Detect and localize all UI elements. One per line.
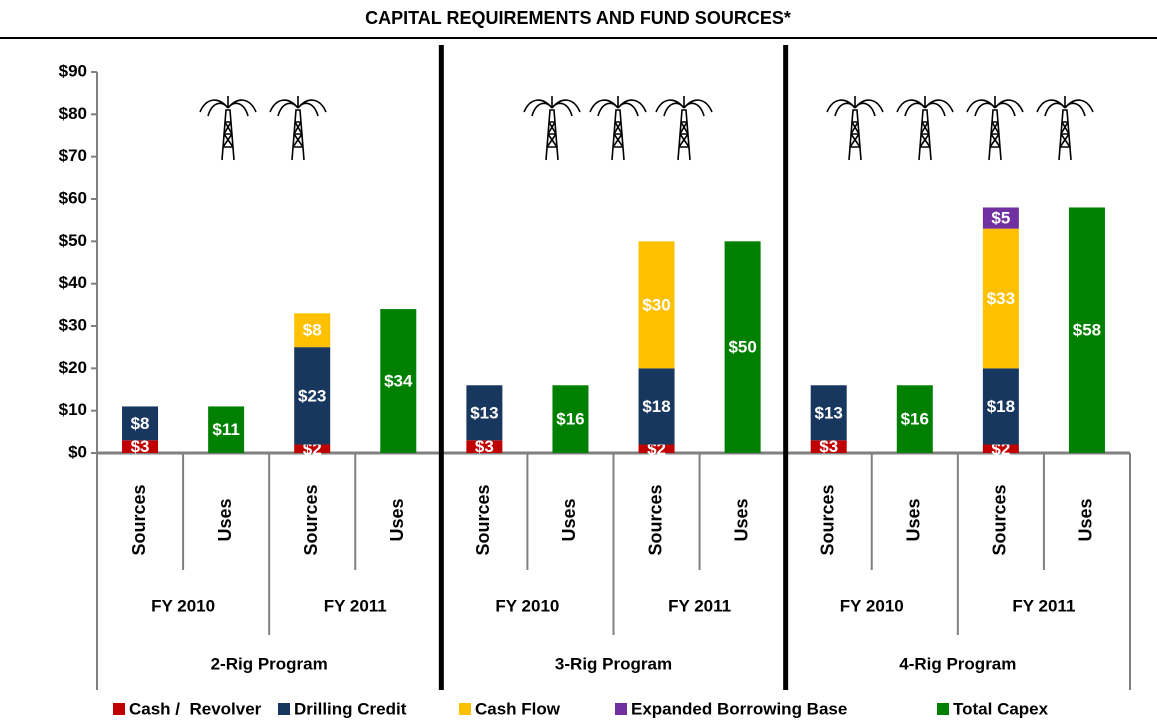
year-label: FY 2010: [151, 596, 215, 615]
bar-segment: [122, 406, 159, 441]
bar-segment: [294, 444, 331, 453]
year-label: FY 2011: [668, 596, 731, 615]
bar-segment: [810, 440, 847, 453]
x-tick-label: Uses: [215, 498, 235, 541]
x-tick-label: Uses: [904, 498, 924, 541]
y-tick-label: $70: [59, 146, 87, 165]
rig-icons: [199, 95, 1094, 161]
legend-swatch: [278, 703, 290, 715]
data-label: $5: [991, 209, 1010, 228]
x-tick-label: Sources: [129, 484, 149, 555]
bar-segment: [294, 347, 331, 445]
data-label: $30: [642, 295, 670, 314]
legend-label: Total Capex: [953, 699, 1049, 718]
data-label: $34: [384, 372, 413, 391]
data-label: $8: [303, 321, 322, 340]
program-label: 2-Rig Program: [211, 654, 328, 673]
y-tick-label: $40: [59, 273, 87, 292]
program-label: 3-Rig Program: [555, 654, 672, 673]
chart-title: CAPITAL REQUIREMENTS AND FUND SOURCES*: [365, 8, 791, 28]
x-tick-label: Uses: [1076, 498, 1096, 541]
bar-segment: [1068, 207, 1105, 453]
bar-segment: [466, 440, 503, 453]
bar-segment: [982, 444, 1019, 453]
bar-segment: [982, 368, 1019, 445]
y-tick-label: $50: [59, 231, 87, 250]
data-label: $13: [470, 403, 498, 422]
bar-segment: [638, 241, 675, 369]
y-tick-label: $30: [59, 315, 87, 334]
y-tick-label: $10: [59, 400, 87, 419]
bar-segment: [552, 385, 589, 453]
bar-segment: [638, 368, 675, 445]
bar-segment: [208, 406, 245, 453]
legend-label: Expanded Borrowing Base: [631, 699, 847, 718]
y-tick-label: $60: [59, 188, 87, 207]
bar-segment: [982, 228, 1019, 369]
legend-swatch: [113, 703, 125, 715]
data-label: $18: [987, 397, 1015, 416]
data-label: $13: [815, 403, 843, 422]
bar-segment: [810, 385, 847, 441]
bar-segment: [896, 385, 933, 453]
y-tick-label: $80: [59, 104, 87, 123]
legend-label: Cash / Revolver: [129, 699, 262, 718]
x-tick-label: Uses: [387, 498, 407, 541]
data-label: $18: [642, 397, 670, 416]
y-tick-label: $0: [68, 442, 87, 461]
data-label: $33: [987, 289, 1015, 308]
data-label: $3: [131, 437, 150, 456]
year-label: FY 2010: [495, 596, 559, 615]
legend-swatch: [459, 703, 471, 715]
x-tick-label: Sources: [301, 484, 321, 555]
legend-swatch: [937, 703, 949, 715]
data-label: $3: [475, 437, 494, 456]
bar-segment: [122, 440, 159, 453]
x-tick-label: Sources: [817, 484, 837, 555]
bar-segment: [466, 385, 503, 441]
bar-segment: [380, 309, 417, 453]
data-label: $16: [556, 410, 584, 429]
x-tick-label: Sources: [990, 484, 1010, 555]
x-tick-label: Sources: [645, 484, 665, 555]
data-label: $3: [819, 437, 838, 456]
x-tick-label: Uses: [559, 498, 579, 541]
data-label: $23: [298, 386, 326, 405]
bar-segment: [724, 241, 761, 453]
x-tick-label: Sources: [473, 484, 493, 555]
legend-label: Cash Flow: [475, 699, 561, 718]
x-tick-label: Uses: [731, 498, 751, 541]
program-label: 4-Rig Program: [899, 654, 1016, 673]
data-label: $16: [901, 410, 929, 429]
y-tick-label: $90: [59, 61, 87, 80]
bar-segment: [638, 444, 675, 453]
year-label: FY 2011: [324, 596, 387, 615]
year-label: FY 2010: [840, 596, 904, 615]
legend-swatch: [615, 703, 627, 715]
data-label: $8: [131, 414, 150, 433]
data-label: $58: [1073, 321, 1101, 340]
bar-segment: [294, 313, 331, 348]
data-label: $50: [728, 338, 756, 357]
bar-segment: [982, 207, 1019, 229]
legend-label: Drilling Credit: [294, 699, 407, 718]
data-label: $11: [212, 420, 239, 439]
year-label: FY 2011: [1012, 596, 1075, 615]
y-tick-label: $20: [59, 358, 87, 377]
